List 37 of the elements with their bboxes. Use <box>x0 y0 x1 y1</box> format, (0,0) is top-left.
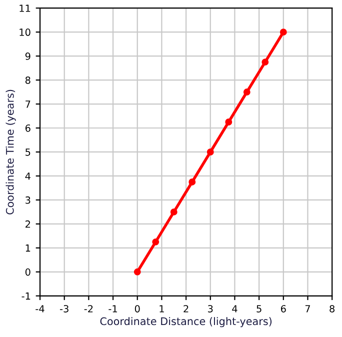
y-tick-label: 5 <box>26 148 30 156</box>
y-tick-label: 8 <box>25 76 30 84</box>
y-tick-label: 2 <box>26 220 30 228</box>
point <box>225 118 232 126</box>
point <box>170 208 178 216</box>
y-tick-label: 0 <box>25 268 30 276</box>
point <box>262 58 269 66</box>
point <box>188 178 196 186</box>
y-tick-label: -1 <box>22 292 30 300</box>
x-tick-label: -2 <box>84 305 93 312</box>
x-tick-label: 6 <box>280 305 286 312</box>
y-tick-label: 3 <box>26 196 30 204</box>
y-tick-label: 9 <box>25 52 30 60</box>
x-tick-label: 3 <box>208 305 213 312</box>
point <box>243 88 250 96</box>
x-tick-label: 4 <box>232 305 238 312</box>
x-tick-label: 1 <box>160 305 164 312</box>
x-tick-label: 7 <box>305 305 310 312</box>
point <box>134 268 141 276</box>
y-tick-label: 4 <box>25 172 30 180</box>
point <box>206 148 214 156</box>
y-tick-label: 10 <box>20 28 30 36</box>
y-tick-label: 1 <box>26 244 30 252</box>
y-tick-label: 7 <box>26 100 30 108</box>
x-tick-label: 2 <box>184 305 188 312</box>
x-tick-label: 8 <box>330 305 335 312</box>
x-tick-label: -1 <box>108 305 117 312</box>
x-tick-label: 5 <box>256 305 262 312</box>
x-tick-label: 0 <box>134 305 140 312</box>
y-tick-label: 6 <box>25 124 30 132</box>
x-axis-title: Coordinate Distance (light-years) <box>100 317 272 328</box>
y-axis-title: Coordinate Time (years) <box>6 90 16 214</box>
point <box>280 28 287 36</box>
point <box>152 238 160 246</box>
x-tick-label: -4 <box>36 305 44 312</box>
x-tick-label: -3 <box>60 305 68 312</box>
y-tick-label: 11 <box>20 4 30 12</box>
